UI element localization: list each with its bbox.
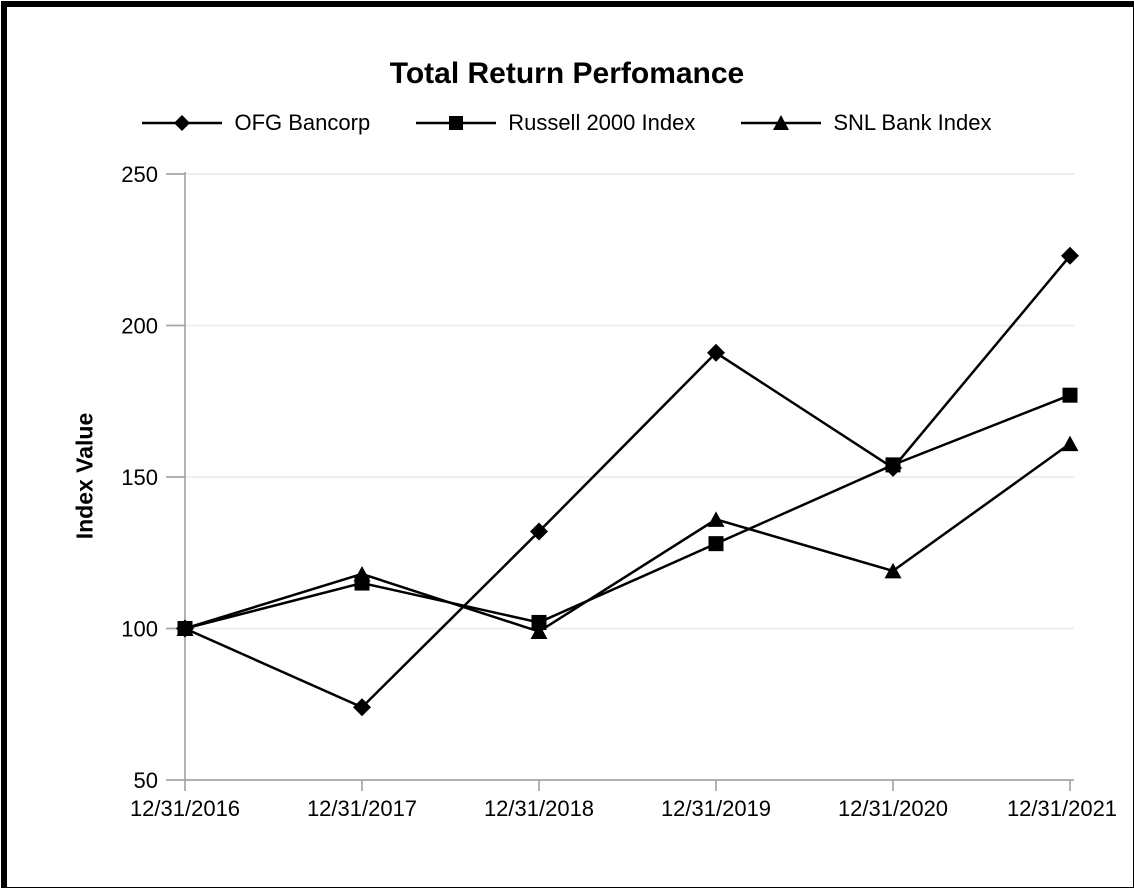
x-tick-label: 12/31/2016 (130, 796, 240, 821)
data-point-diamond (530, 522, 548, 541)
legend-item-snl-bank-index: SNL Bank Index (741, 110, 992, 136)
x-tick-label: 12/31/2019 (661, 796, 771, 821)
y-tick-label: 200 (121, 314, 158, 339)
x-tick-label: 12/31/2017 (307, 796, 417, 821)
legend-label: Russell 2000 Index (508, 110, 696, 135)
data-point-diamond (353, 698, 371, 717)
legend-label: OFG Bancorp (234, 110, 371, 135)
y-tick-label: 250 (121, 162, 158, 187)
series-line-square (184, 394, 1071, 630)
data-point-square (177, 621, 193, 636)
legend-label: SNL Bank Index (833, 110, 992, 135)
legend-item-ofg-bancorp: OFG Bancorp (142, 110, 370, 136)
series-line-diamond (184, 255, 1071, 709)
chart-legend: OFG Bancorp Russell 2000 Index SNL Bank … (0, 110, 1134, 136)
data-point-square (1062, 387, 1078, 403)
triangle-marker-icon (741, 115, 822, 130)
data-point-square (531, 614, 547, 630)
y-tick-label: 50 (134, 768, 158, 793)
data-point-square (885, 457, 901, 473)
data-point-triangle (530, 623, 548, 640)
series-line-triangle (184, 442, 1071, 633)
data-point-triangle (884, 562, 902, 579)
data-point-triangle (1061, 435, 1079, 452)
legend-item-russell-2000-index: Russell 2000 Index (416, 110, 695, 136)
data-point-diamond (1061, 246, 1079, 265)
square-marker-icon (416, 116, 497, 130)
data-point-square (354, 575, 370, 591)
y-tick-label: 100 (121, 617, 158, 642)
x-tick-label: 12/31/2018 (484, 796, 594, 821)
chart-title: Total Return Perfomance (389, 57, 745, 90)
data-point-diamond (707, 343, 725, 362)
diamond-marker-icon (142, 115, 223, 131)
data-point-square (708, 536, 724, 552)
data-point-triangle (707, 511, 725, 527)
y-tick-label: 150 (121, 465, 158, 490)
x-tick-label: 12/31/2021 (1007, 796, 1117, 821)
x-tick-label: 12/31/2020 (838, 796, 948, 821)
